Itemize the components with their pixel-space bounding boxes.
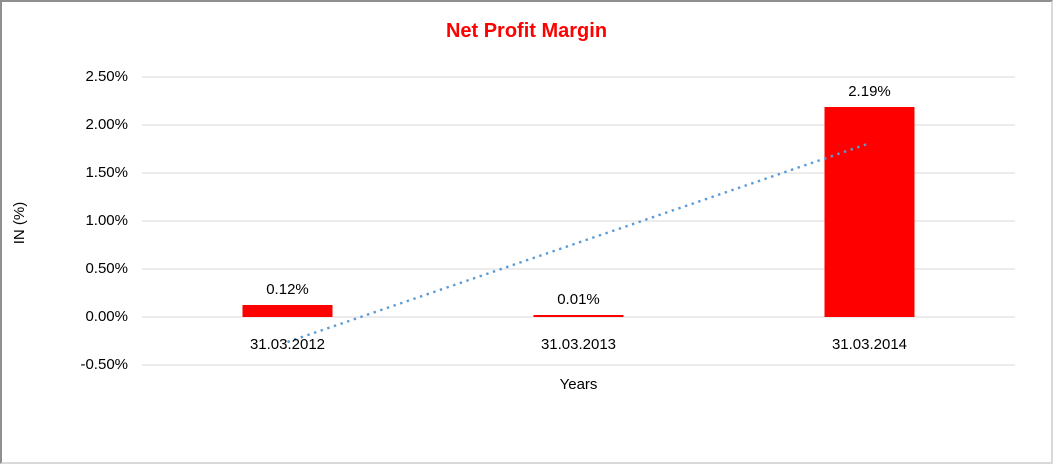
y-tick-label: 1.50% (85, 164, 128, 181)
x-tick-label: 31.03.2014 (831, 336, 908, 353)
x-tick-label: 31.03.2012 (249, 336, 326, 353)
bar-value-label: 0.12% (266, 281, 309, 298)
y-tick-label: 1.00% (85, 212, 128, 229)
bar-value-label: 2.19% (848, 83, 891, 100)
trendline (287, 142, 870, 344)
bar-value-label: 0.01% (557, 291, 600, 308)
y-tick-label: -0.50% (80, 356, 128, 373)
bar (533, 315, 624, 317)
y-tick-label: 0.50% (85, 260, 128, 277)
x-axis-title: Years (559, 376, 598, 393)
y-tick-label: 2.50% (85, 68, 128, 85)
x-tick-label: 31.03.2013 (540, 336, 617, 353)
bar (242, 305, 333, 317)
y-tick-label: 0.00% (85, 308, 128, 325)
bar (824, 107, 915, 317)
y-tick-label: 2.00% (85, 116, 128, 133)
chart-title: Net Profit Margin (445, 20, 608, 42)
